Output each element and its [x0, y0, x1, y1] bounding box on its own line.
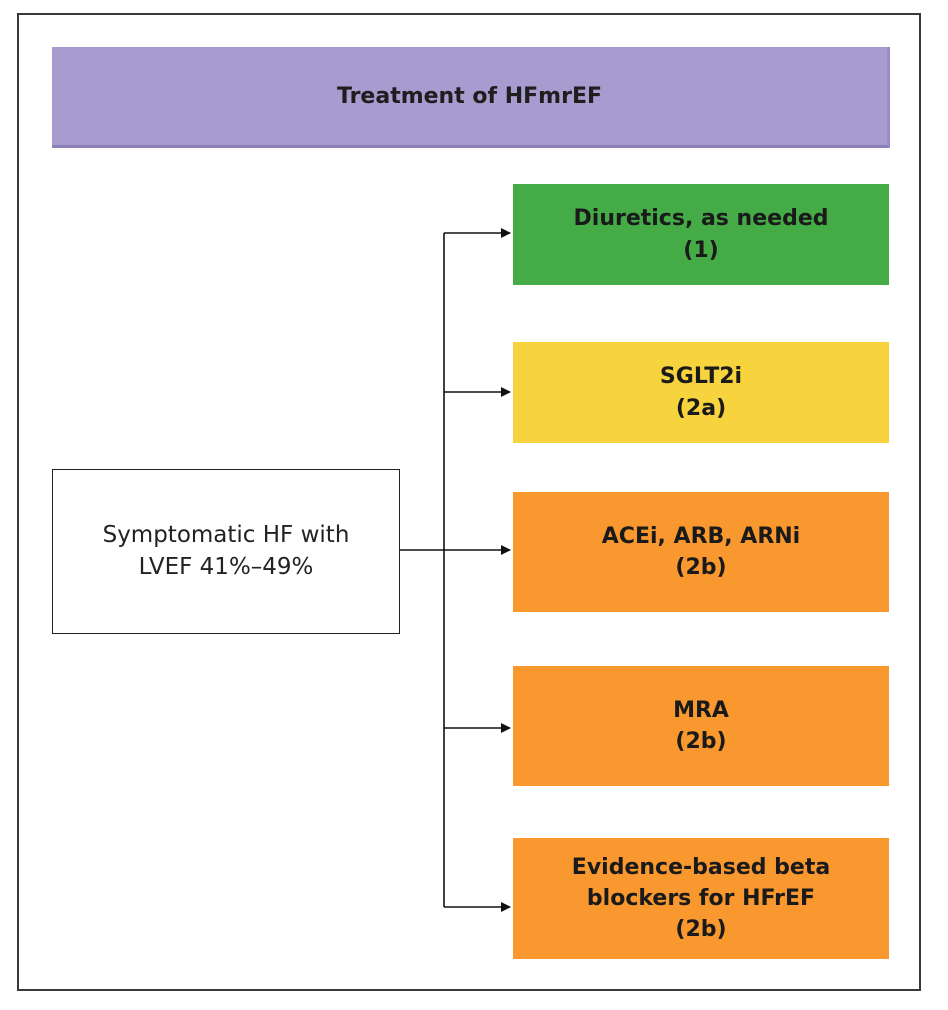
- treatment-box-beta-blockers: Evidence-based beta blockers for HFrEF (…: [513, 838, 889, 959]
- treatment-label: MRA: [673, 697, 729, 723]
- treatment-label: blockers for HFrEF: [586, 885, 816, 911]
- source-node-line-2: LVEF 41%–49%: [138, 553, 314, 580]
- diagram-title-text: Treatment of HFmrEF: [336, 83, 603, 109]
- source-node-line-1: Symptomatic HF with: [102, 521, 350, 548]
- treatment-label: Diuretics, as needed: [573, 206, 829, 232]
- source-node: Symptomatic HF with LVEF 41%–49%: [52, 469, 400, 634]
- figure-frame: [17, 13, 921, 991]
- treatment-class: (2b): [675, 555, 727, 580]
- treatment-class: (1): [683, 237, 719, 263]
- treatment-label: ACEi, ARB, ARNi: [601, 523, 801, 549]
- treatment-label: SGLT2i: [659, 364, 743, 390]
- treatment-label: Evidence-based beta: [571, 854, 831, 880]
- treatment-box-diuretics: Diuretics, as needed (1): [513, 184, 889, 285]
- treatment-class: (2b): [675, 917, 727, 943]
- treatment-class: (2b): [675, 729, 727, 754]
- treatment-class: (2a): [675, 395, 727, 421]
- treatment-box-mra: MRA (2b): [513, 666, 889, 786]
- diagram-title: Treatment of HFmrEF: [52, 47, 890, 148]
- treatment-box-acei-arb-arni: ACEi, ARB, ARNi (2b): [513, 492, 889, 612]
- treatment-box-sglt2i: SGLT2i (2a): [513, 342, 889, 443]
